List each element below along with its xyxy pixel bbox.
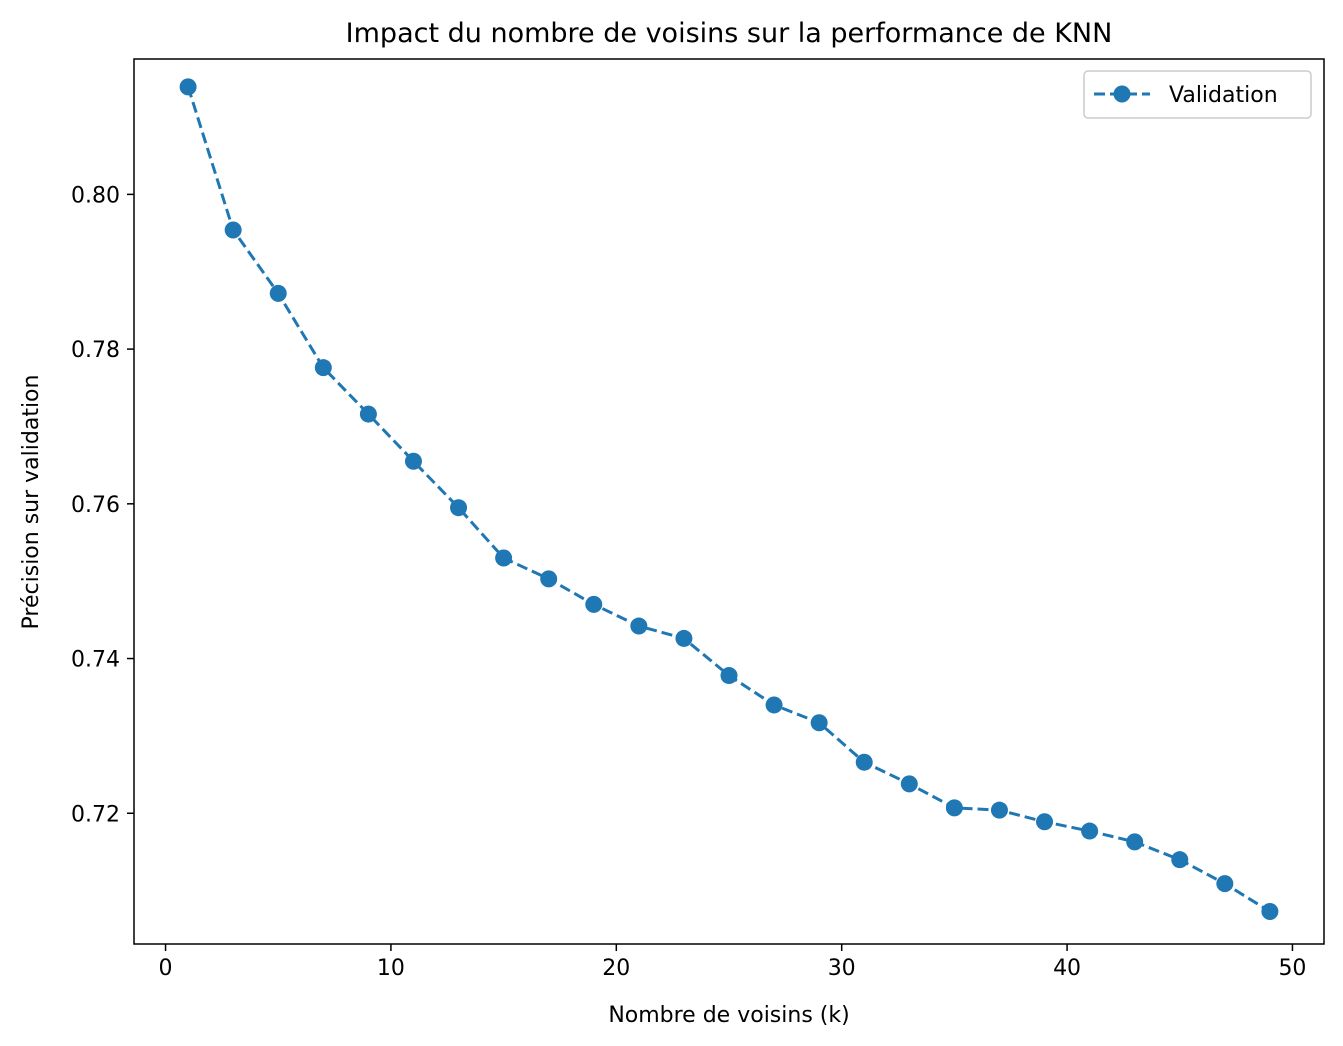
x-tick-label: 20: [602, 956, 630, 981]
data-point: [585, 595, 603, 613]
x-axis-label: Nombre de voisins (k): [608, 1003, 849, 1028]
y-tick-label: 0.78: [71, 338, 120, 363]
data-point: [269, 284, 287, 302]
legend-marker: [1113, 85, 1131, 103]
data-point: [675, 629, 693, 647]
y-tick-label: 0.72: [71, 802, 120, 827]
data-point: [765, 696, 783, 714]
axes-frame: [133, 58, 1325, 945]
y-tick-label: 0.80: [71, 183, 120, 208]
legend-label: Validation: [1169, 83, 1278, 108]
y-axis-label: Précision sur validation: [19, 375, 44, 630]
data-point: [810, 714, 828, 732]
chart-title: Impact du nombre de voisins sur la perfo…: [346, 18, 1113, 49]
data-point: [224, 221, 242, 239]
y-tick-label: 0.74: [71, 648, 120, 673]
data-point: [1261, 903, 1279, 921]
x-tick-label: 30: [828, 956, 856, 981]
x-tick-label: 10: [377, 956, 405, 981]
data-point: [1036, 813, 1054, 831]
data-point: [450, 499, 468, 517]
data-point: [720, 667, 738, 685]
x-tick-label: 50: [1278, 956, 1306, 981]
x-axis: 0 10 20 30 40 50: [159, 944, 1306, 981]
y-tick-label: 0.76: [71, 493, 120, 518]
data-point: [1216, 875, 1234, 893]
data-point: [630, 617, 648, 635]
legend-box: [1083, 70, 1312, 119]
legend: Validation: [1083, 70, 1312, 119]
data-point: [900, 775, 918, 793]
data-point: [855, 753, 873, 771]
data-point: [314, 359, 332, 377]
data-point: [359, 405, 377, 423]
data-point: [1171, 851, 1189, 869]
data-point: [1081, 822, 1099, 840]
data-point: [495, 549, 513, 567]
data-point: [540, 570, 558, 588]
x-tick-label: 40: [1053, 956, 1081, 981]
y-axis: 0.72 0.74 0.76 0.78 0.80: [71, 183, 134, 827]
data-point: [990, 801, 1008, 819]
x-tick-label: 0: [159, 956, 173, 981]
data-point: [179, 78, 197, 96]
data-point: [404, 452, 422, 470]
data-point: [1126, 833, 1144, 851]
data-point: [945, 799, 963, 817]
plot-area: [179, 78, 1279, 921]
